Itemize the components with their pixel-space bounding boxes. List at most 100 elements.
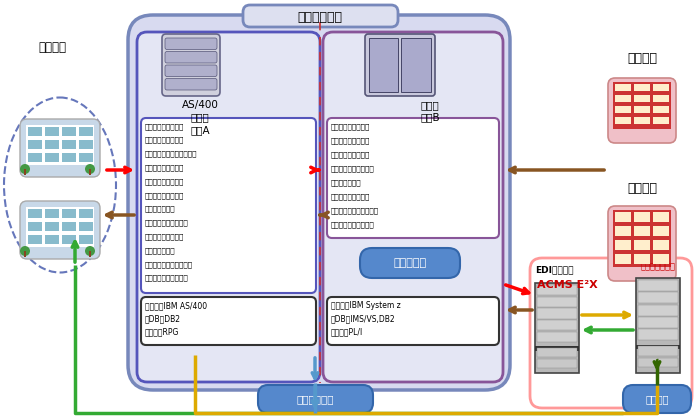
Bar xyxy=(537,348,577,357)
FancyBboxPatch shape xyxy=(165,38,217,50)
Text: ・代理店管理システム: ・代理店管理システム xyxy=(145,275,189,281)
Text: 【機器】IBM AS/400
【DB】DB2
【言語】RPG: 【機器】IBM AS/400 【DB】DB2 【言語】RPG xyxy=(145,301,207,336)
FancyBboxPatch shape xyxy=(165,65,217,76)
Bar xyxy=(638,304,678,315)
Bar xyxy=(653,117,669,124)
FancyBboxPatch shape xyxy=(323,32,503,382)
Bar xyxy=(537,359,577,368)
Bar xyxy=(28,127,42,136)
Bar xyxy=(638,317,678,328)
Text: ・受注システム: ・受注システム xyxy=(331,179,362,186)
Text: ・倉庫管理システム: ・倉庫管理システム xyxy=(331,137,370,144)
Text: ・仕入管理システム: ・仕入管理システム xyxy=(145,123,184,130)
Bar xyxy=(62,222,76,231)
Text: ホスト
拠点B: ホスト 拠点B xyxy=(420,100,440,122)
Bar xyxy=(535,283,579,373)
Bar xyxy=(615,240,631,250)
Bar xyxy=(45,209,59,218)
FancyBboxPatch shape xyxy=(623,385,691,413)
Bar xyxy=(89,251,91,257)
Text: ・出荷管理システム: ・出荷管理システム xyxy=(145,137,184,143)
Bar xyxy=(79,235,93,244)
Bar xyxy=(28,235,42,244)
Bar xyxy=(634,106,650,113)
Bar xyxy=(615,95,631,102)
Bar xyxy=(634,226,650,236)
Bar xyxy=(615,226,631,236)
Text: 自社在庫: 自社在庫 xyxy=(645,394,668,404)
Bar xyxy=(638,280,678,291)
Bar xyxy=(615,106,631,113)
Bar xyxy=(537,332,577,342)
Bar xyxy=(615,117,631,124)
Bar xyxy=(62,127,76,136)
Circle shape xyxy=(85,246,95,256)
Bar xyxy=(79,153,93,162)
Text: ・納品書発行システム: ・納品書発行システム xyxy=(331,165,374,172)
Bar xyxy=(89,169,91,175)
Bar xyxy=(653,95,669,102)
Text: EDIサーバー: EDIサーバー xyxy=(535,265,573,275)
Bar xyxy=(634,117,650,124)
Text: ・外部倉庫在庫システム: ・外部倉庫在庫システム xyxy=(331,207,379,214)
Text: ・外部倉庫在庫システム: ・外部倉庫在庫システム xyxy=(145,261,193,268)
Bar xyxy=(45,153,59,162)
Text: ・代理店管理システム: ・代理店管理システム xyxy=(331,221,374,228)
Bar xyxy=(537,320,577,330)
Bar xyxy=(79,222,93,231)
FancyBboxPatch shape xyxy=(327,297,499,345)
Bar xyxy=(24,251,26,257)
Bar xyxy=(45,140,59,149)
Bar xyxy=(537,297,577,307)
Bar xyxy=(615,212,631,222)
Bar xyxy=(62,153,76,162)
Bar xyxy=(45,235,59,244)
FancyBboxPatch shape xyxy=(165,79,217,90)
FancyBboxPatch shape xyxy=(243,5,398,27)
Bar xyxy=(653,240,669,250)
Bar xyxy=(535,346,579,351)
Text: ・受注システム: ・受注システム xyxy=(145,247,176,254)
Text: ・宅配伝票システム: ・宅配伝票システム xyxy=(145,234,184,240)
Text: ・仕入管理システム: ・仕入管理システム xyxy=(331,193,370,200)
Bar xyxy=(634,240,650,250)
FancyBboxPatch shape xyxy=(162,34,220,96)
FancyBboxPatch shape xyxy=(128,15,510,390)
Bar xyxy=(28,209,42,218)
Text: お得意様: お得意様 xyxy=(38,40,66,53)
FancyBboxPatch shape xyxy=(258,385,373,413)
Bar xyxy=(638,329,678,340)
Bar xyxy=(62,140,76,149)
Bar xyxy=(634,254,650,264)
Bar xyxy=(401,38,431,92)
Circle shape xyxy=(85,164,95,174)
Bar xyxy=(653,84,669,91)
FancyBboxPatch shape xyxy=(141,118,316,293)
Bar xyxy=(28,140,42,149)
Text: 受発注サーバー: 受発注サーバー xyxy=(640,262,676,271)
Bar xyxy=(638,358,678,368)
Bar xyxy=(636,278,680,373)
Bar xyxy=(79,209,93,218)
Text: ・宣材システム: ・宣材システム xyxy=(145,206,176,213)
Bar xyxy=(634,95,650,102)
Text: 在庫データ: 在庫データ xyxy=(393,258,426,268)
Bar xyxy=(537,285,577,295)
Text: ・進行管理システム: ・進行管理システム xyxy=(145,192,184,199)
Bar xyxy=(615,84,631,91)
Bar xyxy=(653,226,669,236)
Bar xyxy=(79,140,93,149)
Text: 物流システム: 物流システム xyxy=(298,10,342,24)
Text: 【機器】IBM System z
【DB】IMS/VS,DB2
【言語】PL/I: 【機器】IBM System z 【DB】IMS/VS,DB2 【言語】PL/I xyxy=(331,301,400,336)
Bar xyxy=(634,84,650,91)
Bar xyxy=(24,169,26,175)
FancyBboxPatch shape xyxy=(20,119,100,177)
Bar xyxy=(613,210,671,267)
Bar xyxy=(537,308,577,319)
Circle shape xyxy=(20,164,30,174)
Bar xyxy=(653,212,669,222)
Text: ・出荷管理システム: ・出荷管理システム xyxy=(331,123,370,130)
Bar xyxy=(634,212,650,222)
FancyBboxPatch shape xyxy=(137,32,320,382)
Text: ・返品管理システム: ・返品管理システム xyxy=(145,178,184,185)
